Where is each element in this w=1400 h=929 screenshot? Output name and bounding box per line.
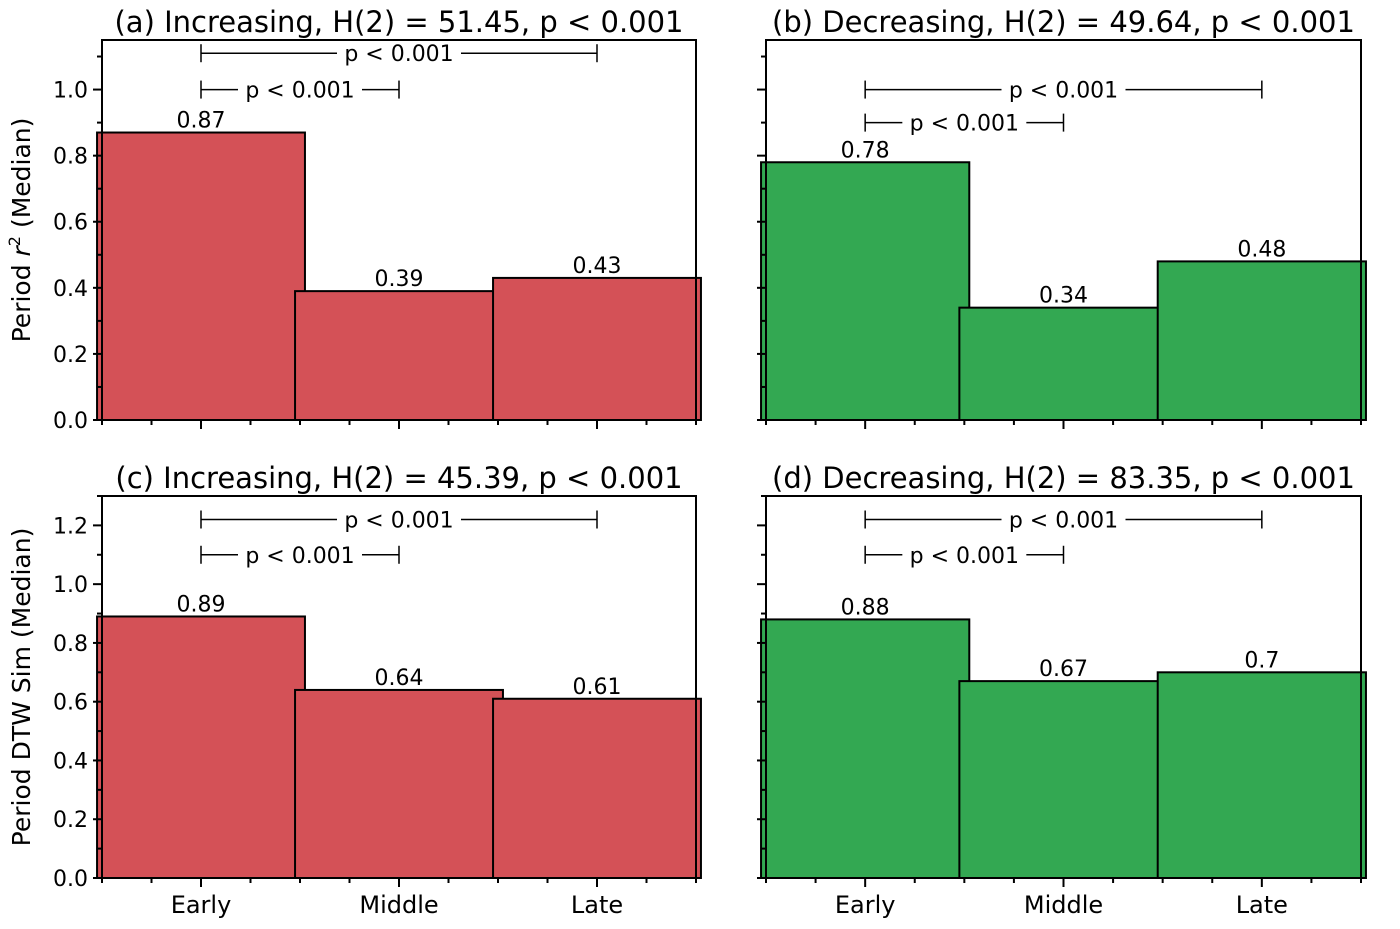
y-axis-label-suffix: (Median) <box>7 118 36 236</box>
chart-title: (c) Increasing, H(2) = 45.39, p < 0.001 <box>115 461 682 495</box>
data-label-middle: 0.39 <box>375 267 424 292</box>
bar-early <box>760 618 971 880</box>
y-tick-label: 0.0 <box>53 867 88 892</box>
data-label-late: 0.43 <box>573 254 622 279</box>
y-tick-label: 0.0 <box>53 409 88 434</box>
x-tick-label-late: Late <box>571 891 623 919</box>
data-label-late: 0.48 <box>1237 237 1286 262</box>
x-tick-label-early: Early <box>835 891 896 919</box>
bar-early <box>96 131 306 422</box>
y-tick-label: 0.8 <box>53 632 88 657</box>
y-tick-label: 0.2 <box>53 343 88 368</box>
y-tick-label: 0.6 <box>53 211 88 236</box>
chart-title: (b) Decreasing, H(2) = 49.64, p < 0.001 <box>772 5 1355 39</box>
significance-bracket-early-middle: p < 0.001 <box>864 544 1065 569</box>
y-axis-label-text: Period <box>7 256 36 342</box>
y-axis-label: Period r2 (Median) <box>5 118 36 343</box>
data-label-early: 0.78 <box>841 138 890 163</box>
y-tick-label: 0.2 <box>53 808 88 833</box>
bar-early <box>96 615 306 879</box>
y-axis-label: Period DTW Sim (Median) <box>7 528 36 847</box>
significance-bracket-early-middle: p < 0.001 <box>200 544 400 569</box>
data-label-middle: 0.67 <box>1039 657 1088 682</box>
bracket-label: p < 0.001 <box>1009 509 1118 534</box>
significance-bracket-early-late: p < 0.001 <box>864 509 1263 534</box>
x-tick-label-early: Early <box>171 891 232 919</box>
x-tick-label-middle: Middle <box>359 891 438 919</box>
y-tick-label: 0.8 <box>53 145 88 170</box>
bar-middle <box>958 680 1169 879</box>
significance-bracket-early-late: p < 0.001 <box>200 509 598 534</box>
bracket-label: p < 0.001 <box>344 42 453 67</box>
bar-late <box>1156 671 1367 879</box>
bar-middle <box>294 688 504 880</box>
bar-middle <box>294 290 504 421</box>
significance-bracket-early-late: p < 0.001 <box>864 79 1263 104</box>
bracket-label: p < 0.001 <box>1009 79 1118 104</box>
y-axis-label-variable: r <box>7 244 36 256</box>
chart-panel-b: (b) Decreasing, H(2) = 49.64, p < 0.001 0… <box>757 5 1367 429</box>
bar-late <box>492 276 702 422</box>
bracket-label: p < 0.001 <box>910 544 1019 569</box>
x-tick-label-middle: Middle <box>1024 891 1103 919</box>
chart-panel-a: (a) Increasing, H(2) = 51.45, p < 0.001 0… <box>5 5 702 434</box>
significance-bracket-early-middle: p < 0.001 <box>864 112 1065 137</box>
y-tick-label: 1.0 <box>53 79 88 104</box>
bracket-label: p < 0.001 <box>344 509 453 534</box>
significance-bracket-early-middle: p < 0.001 <box>200 79 400 104</box>
data-label-late: 0.61 <box>573 675 622 700</box>
y-axis-label-superscript: 2 <box>5 236 24 246</box>
chart-title: (a) Increasing, H(2) = 51.45, p < 0.001 <box>114 5 683 39</box>
chart-panel-c: (c) Increasing, H(2) = 45.39, p < 0.001 0… <box>7 461 702 919</box>
chart-title: (d) Decreasing, H(2) = 83.35, p < 0.001 <box>772 461 1355 495</box>
y-tick-label: 1.2 <box>53 514 88 539</box>
data-label-early: 0.89 <box>177 592 226 617</box>
bar-middle <box>958 306 1169 421</box>
bracket-label: p < 0.001 <box>245 79 354 104</box>
data-label-early: 0.88 <box>841 595 890 620</box>
x-tick-label-late: Late <box>1236 891 1288 919</box>
chart-panel-d: (d) Decreasing, H(2) = 83.35, p < 0.001 0… <box>757 461 1367 919</box>
bracket-label: p < 0.001 <box>245 544 354 569</box>
y-tick-label: 1.0 <box>53 573 88 598</box>
bar-late <box>1156 260 1367 421</box>
y-tick-label: 0.4 <box>53 749 88 774</box>
data-label-middle: 0.64 <box>375 666 424 691</box>
bracket-label: p < 0.001 <box>910 112 1019 137</box>
bar-early <box>760 161 971 421</box>
significance-bracket-early-late: p < 0.001 <box>200 42 598 67</box>
data-label-late: 0.7 <box>1244 648 1279 673</box>
y-tick-label: 0.4 <box>53 277 88 302</box>
bar-late <box>492 697 702 879</box>
data-label-middle: 0.34 <box>1039 284 1088 309</box>
data-label-early: 0.87 <box>177 109 226 134</box>
y-tick-label: 0.6 <box>53 691 88 716</box>
